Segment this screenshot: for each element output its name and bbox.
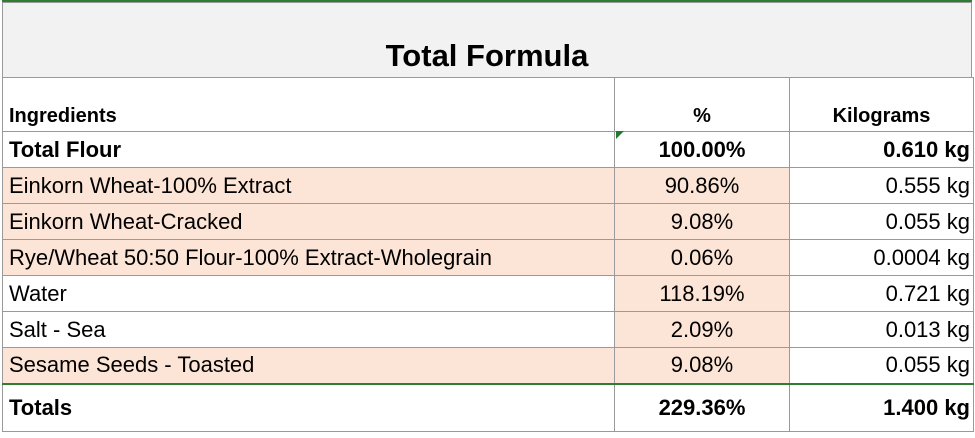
header-row: Ingredients % Kilograms bbox=[2, 77, 974, 132]
table-row: Einkorn Wheat-Cracked 9.08% 0.055 kg bbox=[2, 203, 974, 240]
ingredient-kg[interactable]: 0.0004 kg bbox=[789, 239, 974, 276]
table-title: Total Formula bbox=[385, 38, 589, 73]
header-kilograms[interactable]: Kilograms bbox=[789, 77, 974, 132]
ingredient-name[interactable]: Einkorn Wheat-100% Extract bbox=[2, 167, 615, 204]
table-row: Total Flour 100.00% 0.610 kg bbox=[2, 131, 974, 168]
ingredient-percent[interactable]: 9.08% bbox=[614, 347, 790, 384]
top-border bbox=[2, 0, 972, 2]
cell-comment-indicator bbox=[616, 131, 624, 139]
ingredient-percent[interactable]: 2.09% bbox=[614, 311, 790, 348]
ingredient-percent[interactable]: 100.00% bbox=[614, 131, 790, 168]
ingredient-kg[interactable]: 0.055 kg bbox=[789, 203, 974, 240]
ingredient-name[interactable]: Salt - Sea bbox=[2, 311, 615, 348]
ingredient-kg[interactable]: 0.610 kg bbox=[789, 131, 974, 168]
ingredient-kg[interactable]: 0.013 kg bbox=[789, 311, 974, 348]
table-row: Einkorn Wheat-100% Extract 90.86% 0.555 … bbox=[2, 167, 974, 204]
totals-label[interactable]: Totals bbox=[2, 382, 615, 432]
totals-row: Totals 229.36% 1.400 kg bbox=[2, 382, 974, 432]
ingredient-kg[interactable]: 0.721 kg bbox=[789, 275, 974, 312]
ingredient-name[interactable]: Total Flour bbox=[2, 131, 615, 168]
table-row: Sesame Seeds - Toasted 9.08% 0.055 kg bbox=[2, 347, 974, 384]
ingredient-kg[interactable]: 0.555 kg bbox=[789, 167, 974, 204]
ingredient-percent[interactable]: 118.19% bbox=[614, 275, 790, 312]
title-cell[interactable]: Total Formula bbox=[2, 2, 972, 77]
totals-percent[interactable]: 229.36% bbox=[614, 382, 790, 432]
ingredient-name[interactable]: Rye/Wheat 50:50 Flour-100% Extract-Whole… bbox=[2, 239, 615, 276]
table-row: Rye/Wheat 50:50 Flour-100% Extract-Whole… bbox=[2, 239, 974, 276]
ingredient-kg[interactable]: 0.055 kg bbox=[789, 347, 974, 384]
header-ingredients[interactable]: Ingredients bbox=[2, 77, 615, 132]
ingredient-name[interactable]: Sesame Seeds - Toasted bbox=[2, 347, 615, 384]
totals-kg[interactable]: 1.400 kg bbox=[789, 382, 974, 432]
ingredient-percent[interactable]: 0.06% bbox=[614, 239, 790, 276]
ingredient-percent[interactable]: 9.08% bbox=[614, 203, 790, 240]
ingredient-percent[interactable]: 90.86% bbox=[614, 167, 790, 204]
ingredient-name[interactable]: Einkorn Wheat-Cracked bbox=[2, 203, 615, 240]
table-row: Salt - Sea 2.09% 0.013 kg bbox=[2, 311, 974, 348]
formula-table: Ingredients % Kilograms Total Flour 100.… bbox=[2, 77, 974, 432]
ingredient-name[interactable]: Water bbox=[2, 275, 615, 312]
header-percent[interactable]: % bbox=[614, 77, 790, 132]
table-row: Water 118.19% 0.721 kg bbox=[2, 275, 974, 312]
